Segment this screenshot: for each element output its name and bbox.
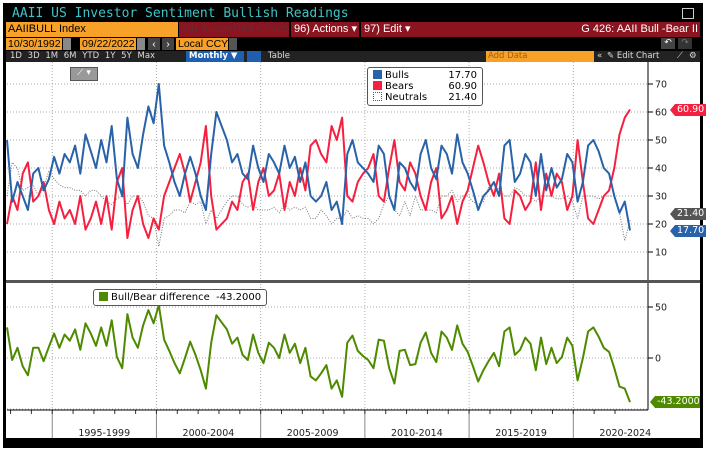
legend-value: 60.90: [448, 81, 477, 92]
y-tick-label: 20: [655, 220, 667, 231]
period-max[interactable]: Max: [137, 51, 156, 61]
legend-lower: Bull/Bear difference -43.2000: [93, 289, 268, 306]
end-date-field[interactable]: 09/22/2022: [80, 38, 136, 50]
bears-swatch: [373, 81, 382, 90]
bears-line: [6, 108, 631, 239]
calendar-icon[interactable]: [63, 38, 71, 50]
legend-label: Bears: [385, 81, 414, 92]
y-tick-label: 0: [655, 354, 661, 365]
period-3d[interactable]: 3D: [27, 51, 40, 61]
popout-icon[interactable]: [682, 8, 694, 19]
legend-upper: Bulls 17.70 Bears 60.90 Neutrals 21.40: [367, 67, 483, 106]
next-button[interactable]: ›: [162, 38, 174, 50]
bulls-swatch: [373, 70, 382, 79]
gear-icon[interactable]: ⚙: [689, 51, 697, 61]
y-tick-label: 40: [655, 164, 667, 175]
legend-label: Neutrals: [385, 92, 428, 103]
x-tick-label: 2015-2019: [495, 428, 547, 439]
chevron-down-icon[interactable]: [229, 38, 237, 50]
x-tick-label: 2000-2004: [183, 428, 235, 439]
frequency-select[interactable]: Monthly ▼: [186, 51, 244, 62]
legend-value: 21.40: [448, 92, 477, 103]
annotate-icon[interactable]: ⟋: [677, 51, 683, 61]
edit-label: 97) Edit ▾: [364, 23, 411, 35]
neutrals-last-flag: 21.40: [670, 208, 707, 220]
y-tick-label: 70: [655, 80, 667, 91]
period-1y[interactable]: 1Y: [104, 51, 116, 61]
bears-last-flag: 60.90: [670, 104, 707, 116]
collapse-icon[interactable]: «: [597, 51, 603, 61]
suggested-charts-button[interactable]: 94) Suggested Charts: [179, 22, 289, 37]
prev-button[interactable]: ‹: [148, 38, 160, 50]
neutrals-swatch: [373, 92, 382, 101]
pane-divider: [6, 280, 700, 283]
legend-value: 17.70: [448, 70, 477, 81]
y-tick-label: 10: [655, 248, 667, 259]
chart-area: [6, 62, 700, 438]
chart-id: G 426: AAII Bull -Bear II: [581, 23, 698, 35]
edit-chart-label: Edit Chart: [616, 51, 660, 61]
neutrals-line: [6, 161, 631, 247]
x-tick-label: 1995-1999: [78, 428, 130, 439]
start-date-field[interactable]: 10/30/1992: [6, 38, 62, 50]
x-tick-label: 2005-2009: [287, 428, 339, 439]
diff-last-flag: -43.2000: [650, 396, 700, 408]
period-1m[interactable]: 1M: [45, 51, 59, 61]
y-tick-label: 50: [655, 303, 667, 314]
x-tick-label: 2010-2014: [391, 428, 443, 439]
table-button[interactable]: Table: [268, 51, 290, 61]
currency-select[interactable]: Local CCY: [176, 38, 229, 50]
period-6m[interactable]: 6M: [63, 51, 77, 61]
edit-chart-button[interactable]: ✎ Edit Chart: [607, 51, 660, 61]
toolbar: [6, 51, 700, 62]
calendar-icon[interactable]: [137, 38, 145, 50]
legend-label: Bull/Bear difference: [111, 292, 210, 303]
period-1d[interactable]: 1D: [10, 51, 22, 61]
period-ytd[interactable]: YTD: [82, 51, 100, 61]
security-field[interactable]: AAIIBULL Index: [6, 22, 178, 37]
redo-icon[interactable]: ↷: [678, 38, 692, 49]
y-tick-label: 50: [655, 136, 667, 147]
legend-bulls: Bulls 17.70: [373, 70, 477, 81]
period-5y[interactable]: 5Y: [121, 51, 132, 61]
x-tick-label: 2020-2024: [599, 428, 651, 439]
diff-swatch: [99, 292, 108, 301]
line-chart-icon[interactable]: [247, 51, 261, 62]
legend-neutrals: Neutrals 21.40: [373, 92, 477, 103]
period-buttons: 1D 3D 1M 6M YTD 1Y 5Y Max: [10, 51, 155, 62]
bulls-last-flag: 17.70: [670, 225, 707, 237]
legend-bears: Bears 60.90: [373, 81, 477, 92]
legend-label: Bulls: [385, 70, 409, 81]
bulls-line: [6, 83, 631, 231]
legend-value: -43.2000: [216, 292, 262, 303]
actions-button[interactable]: 96) Actions ▾: [291, 22, 359, 37]
window-title: AAII US Investor Sentiment Bullish Readi…: [12, 6, 349, 21]
y-tick-label: 60: [655, 108, 667, 119]
y-tick-label: 30: [655, 192, 667, 203]
edit-button[interactable]: 97) Edit ▾: [361, 22, 700, 37]
chart-type-button[interactable]: ⟋ ▾: [70, 67, 98, 81]
add-data-field[interactable]: Add Data: [486, 51, 594, 62]
undo-icon[interactable]: ↶: [661, 38, 675, 49]
diff-line: [6, 304, 631, 403]
